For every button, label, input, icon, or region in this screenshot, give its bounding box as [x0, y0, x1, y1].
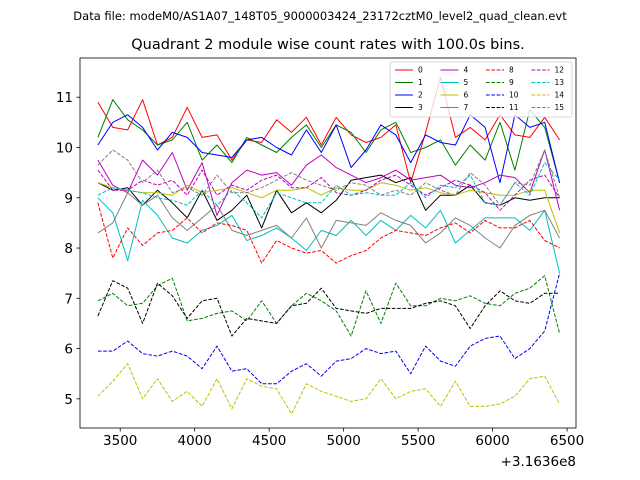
x-tick-label: 4500	[252, 433, 286, 449]
legend-label-4: 4	[464, 66, 469, 75]
series-line-9	[97, 275, 561, 337]
legend-label-5: 5	[464, 78, 469, 87]
legend-label-0: 0	[418, 66, 423, 75]
axes-frame	[79, 57, 577, 429]
series-line-7	[97, 192, 561, 249]
series-line-14	[97, 363, 561, 415]
chart-title: Quadrant 2 module wise count rates with …	[131, 37, 525, 53]
legend-label-10: 10	[509, 91, 519, 100]
series-line-3	[97, 174, 560, 229]
x-tick-label: 4000	[178, 433, 212, 449]
series-layer	[97, 76, 561, 415]
x-tick-label: 5000	[326, 433, 360, 449]
legend-box	[389, 61, 573, 118]
y-tick-label: 11	[56, 90, 73, 106]
series-line-2	[97, 114, 561, 184]
legend-label-9: 9	[509, 78, 514, 87]
legend-label-3: 3	[418, 103, 423, 112]
y-tick-label: 8	[64, 241, 73, 257]
legend-label-12: 12	[555, 66, 565, 75]
series-line-13	[97, 162, 560, 219]
series-line-12	[97, 169, 561, 211]
legend-label-2: 2	[418, 91, 423, 100]
x-tick-label: 6000	[475, 433, 509, 449]
legend-label-6: 6	[464, 91, 469, 100]
legend-label-11: 11	[509, 103, 519, 112]
x-offset-label: +3.1636e8	[501, 454, 576, 470]
y-tick-label: 6	[64, 342, 73, 358]
series-line-5	[97, 197, 561, 274]
legend-label-13: 13	[555, 78, 565, 87]
series-line-4	[97, 149, 561, 216]
legend-label-14: 14	[555, 91, 565, 100]
series-line-11	[97, 280, 560, 337]
x-tick-label: 3500	[103, 433, 137, 449]
legend-label-8: 8	[509, 66, 514, 75]
y-tick-label: 5	[64, 392, 73, 408]
y-tick-label: 9	[64, 191, 73, 207]
series-line-6	[97, 182, 561, 234]
series-line-10	[97, 273, 561, 385]
y-tick-label: 10	[56, 140, 73, 156]
x-tick-label: 6500	[550, 433, 584, 449]
legend-label-15: 15	[555, 103, 565, 112]
series-line-1	[97, 99, 561, 183]
y-tick-label: 7	[64, 291, 73, 307]
series-line-15	[97, 149, 561, 206]
series-line-0	[97, 76, 561, 184]
legend-label-1: 1	[418, 78, 423, 87]
x-tick-label: 5500	[401, 433, 435, 449]
series-line-8	[97, 202, 560, 264]
legend-label-7: 7	[464, 103, 469, 112]
chart-suptitle: Data file: modeM0/AS1A07_148T05_90000034…	[73, 9, 567, 23]
